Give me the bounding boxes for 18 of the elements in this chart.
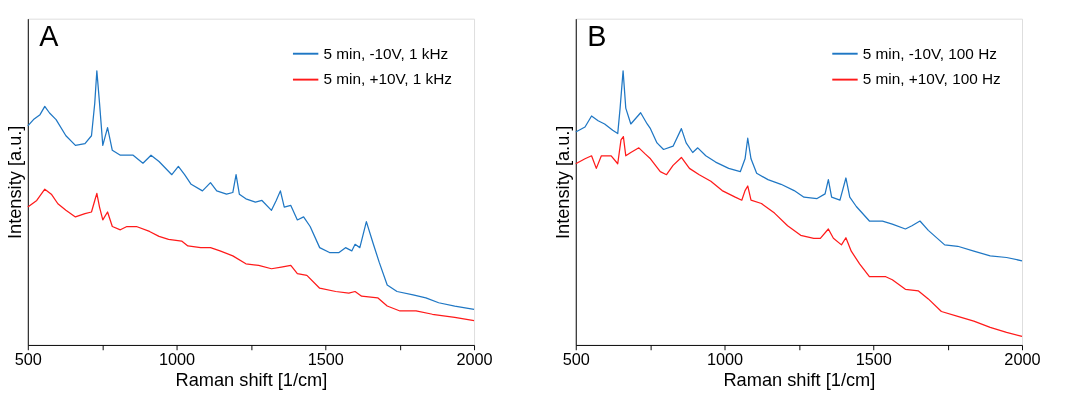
x-tick-label: 1000 — [158, 349, 196, 368]
x-tick-label: 2000 — [456, 349, 493, 368]
x-tick-label: 1500 — [307, 349, 344, 368]
chart-title: B — [587, 19, 607, 52]
x-axis-title: Raman shift [1/cm] — [723, 368, 876, 390]
y-axis-title: Intensity [a.u.] — [3, 125, 25, 240]
legend-label: 5 min, -10V, 1 kHz — [323, 44, 449, 62]
chart-title: A — [39, 19, 60, 52]
x-tick-label: 1000 — [706, 349, 744, 368]
legend-label: 5 min, +10V, 100 Hz — [862, 70, 1001, 88]
x-tick-label: 1500 — [855, 349, 892, 368]
x-axis-title: Raman shift [1/cm] — [175, 368, 328, 390]
x-tick-label: 500 — [14, 349, 42, 368]
x-tick-label: 500 — [562, 349, 590, 368]
x-tick-label: 2000 — [1004, 349, 1041, 368]
legend-label: 5 min, -10V, 100 Hz — [862, 44, 997, 62]
legend-label: 5 min, +10V, 1 kHz — [323, 70, 453, 88]
y-axis-title: Intensity [a.u.] — [551, 125, 573, 240]
